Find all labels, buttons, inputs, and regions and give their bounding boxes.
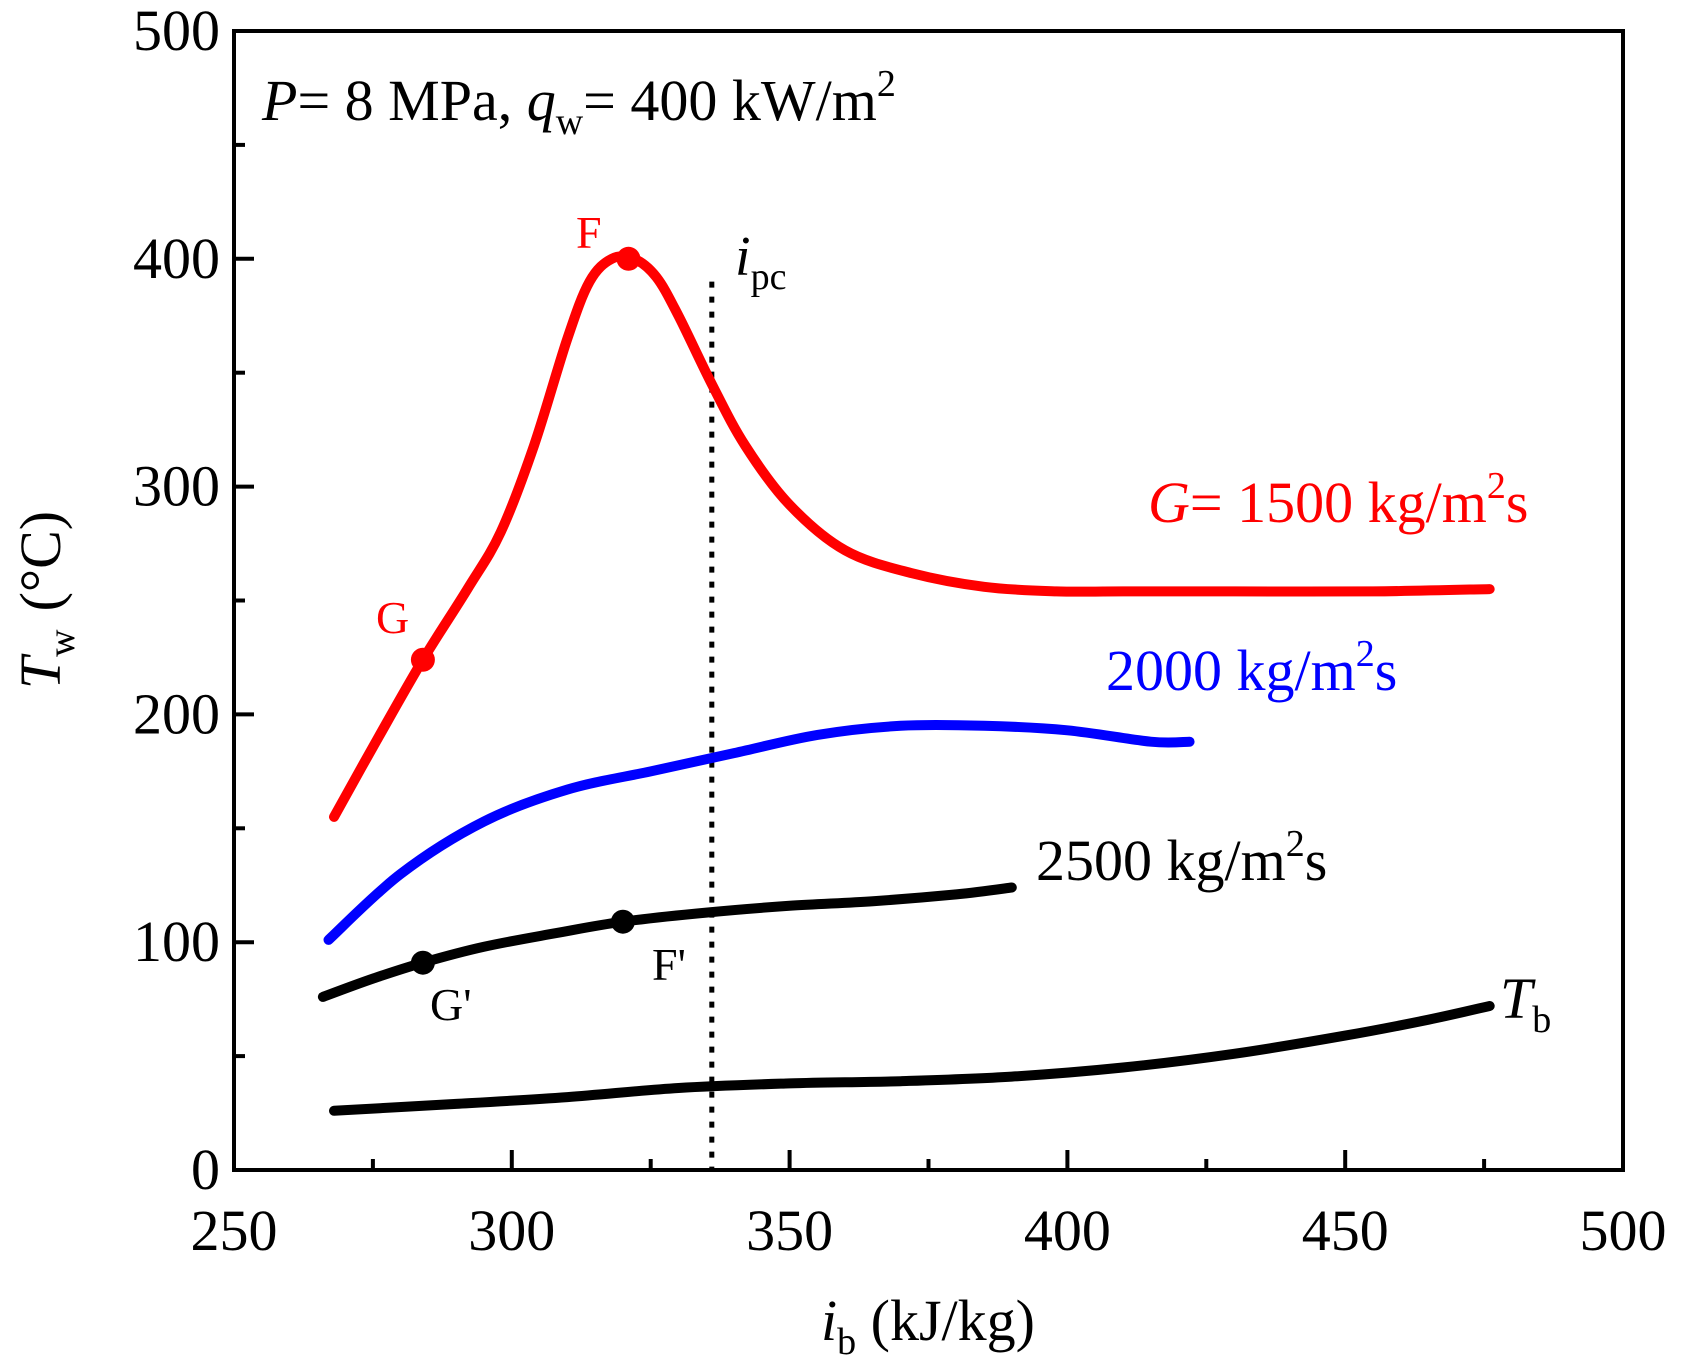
point-marker-1 [616, 246, 641, 271]
series-label-2500: 2500 kg/m2s [1036, 823, 1327, 893]
point-label-f-prime: F' [652, 939, 686, 990]
x-tick-label: 300 [468, 1198, 555, 1263]
x-tick-label: 450 [1302, 1198, 1389, 1263]
x-tick-label: 500 [1580, 1198, 1667, 1263]
series-label-2000-sup: 2 [1356, 633, 1375, 675]
series-label-1500-tail: s [1506, 470, 1529, 535]
series-label-2500-sup: 2 [1286, 823, 1305, 865]
y-axis-title-subscript: w [41, 629, 83, 657]
y-axis-title: Tw (°C) [8, 511, 83, 689]
y-tick-label: 200 [133, 681, 220, 746]
series-label-tb-symbol: T [1500, 966, 1536, 1031]
point-label-g-prime: G' [430, 979, 472, 1030]
series-label-2000-text: 2000 kg/m [1106, 638, 1356, 703]
x-axis-title-subscript: b [837, 1321, 856, 1363]
y-axis-title-unit: (°C) [8, 511, 73, 612]
series-line-0 [329, 251, 1495, 822]
series-label-2500-tail: s [1305, 828, 1328, 893]
series-label-2500-text: 2500 kg/m [1036, 828, 1286, 893]
series-label-1500-symbol: G [1148, 470, 1190, 535]
series-line-1 [323, 719, 1195, 945]
y-tick-label: 500 [133, 0, 220, 63]
heat-flux-symbol: q [527, 68, 556, 133]
series-label-tb: Tb [1500, 966, 1551, 1041]
y-tick-label: 0 [191, 1137, 220, 1202]
ipc-subscript: pc [751, 256, 787, 298]
y-axis-title-symbol: T [8, 653, 73, 689]
x-tick-label: 250 [191, 1198, 278, 1263]
y-tick-label: 400 [133, 226, 220, 291]
condition-label: P= 8 MPa, qw= 400 kW/m2 [261, 63, 896, 143]
series-label-1500: G= 1500 kg/m2s [1148, 465, 1528, 535]
x-tick-label: 400 [1024, 1198, 1111, 1263]
x-axis-title-symbol: i [821, 1288, 837, 1353]
point-marker-0 [410, 647, 435, 672]
heat-flux-subscript: w [556, 101, 584, 143]
series-label-1500-sup: 2 [1487, 465, 1506, 507]
point-marker-2 [410, 950, 435, 975]
heat-flux-superscript: 2 [877, 63, 896, 105]
ipc-symbol: i [735, 226, 751, 288]
ipc-label: ipc [735, 226, 786, 298]
series-label-1500-text: = 1500 kg/m [1190, 470, 1487, 535]
series-label-tb-subscript: b [1532, 999, 1551, 1041]
heat-flux-text: = 400 kW/m [583, 68, 877, 133]
x-axis-title-unit: (kJ/kg) [856, 1288, 1035, 1353]
point-label-f: F [576, 207, 602, 258]
y-tick-label: 100 [133, 909, 220, 974]
x-axis-title: ib (kJ/kg) [821, 1288, 1035, 1363]
point-marker-3 [610, 909, 635, 934]
y-tick-label: 300 [133, 454, 220, 519]
pressure-symbol: P [261, 68, 297, 133]
pressure-text: = 8 MPa, [297, 68, 526, 133]
series-label-2000-tail: s [1375, 638, 1398, 703]
series-line-3 [329, 1001, 1495, 1116]
x-tick-label: 350 [746, 1198, 833, 1263]
series-label-2000: 2000 kg/m2s [1106, 633, 1397, 703]
point-label-g: G [376, 592, 409, 643]
